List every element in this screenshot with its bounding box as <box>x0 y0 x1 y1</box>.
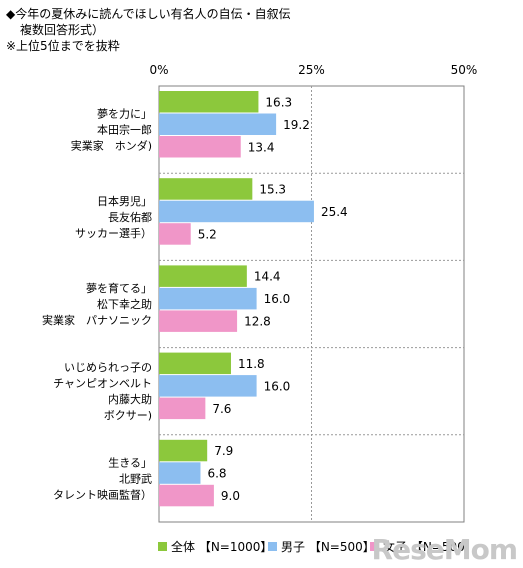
legend-swatch-all <box>158 542 167 551</box>
bar <box>159 439 208 462</box>
data-label: 15.3 <box>259 182 286 196</box>
legend-item-all: 全体 【N=1000】 <box>158 538 272 555</box>
legend-label-boys: 男子 【N=500】 <box>281 540 375 554</box>
category-label: 本田宗一郎 <box>97 123 152 137</box>
category-label: 生きる」 <box>108 455 152 469</box>
category-label: いじめられっ子の <box>64 361 152 374</box>
chart-note: ※上位5位までを抜粋 <box>6 39 120 53</box>
category-label: 内藤大助 <box>108 392 152 406</box>
x-tick-label: 50% <box>451 63 478 77</box>
category-label: 松下幸之助 <box>97 297 152 311</box>
data-label: 6.8 <box>207 467 226 481</box>
data-label: 16.0 <box>264 292 291 306</box>
bar <box>159 113 277 135</box>
data-label: 25.4 <box>321 205 348 219</box>
bar <box>159 178 253 200</box>
category-label: チャンピオンベルト <box>53 377 152 390</box>
data-label: 14.4 <box>254 270 281 284</box>
data-label: 7.6 <box>212 402 231 416</box>
x-tick-label: 0% <box>149 63 168 77</box>
chart-title-block: ◆今年の夏休みに読んでほしい有名人の自伝・自叙伝 複数回答形式） ※上位5位まで… <box>6 6 291 54</box>
data-label: 9.0 <box>221 489 240 503</box>
category-label: 長友佑都 <box>108 210 152 224</box>
data-label: 12.8 <box>244 315 271 329</box>
bar <box>159 375 257 397</box>
category-label: ボクサー) <box>104 409 152 422</box>
category-label: 夢を育てる」 <box>86 281 152 295</box>
bar <box>159 91 259 113</box>
legend-label-girls: 女子 【N=500】 <box>383 540 477 554</box>
bar <box>159 310 238 332</box>
resemom-watermark-logo: ReseMom <box>371 533 518 566</box>
chart-title: ◆今年の夏休みに読んでほしい有名人の自伝・自叙伝 <box>6 7 291 21</box>
category-label: サッカー選手） <box>75 226 152 240</box>
bar <box>159 287 257 310</box>
category-label: 実業家 パナソニック <box>42 313 152 327</box>
category-label: タレント映画監督） <box>53 487 152 501</box>
legend-swatch-girls <box>370 542 379 551</box>
category-label: 実業家 ホンダ) <box>71 139 152 153</box>
bar <box>159 136 241 158</box>
legend-item-girls: 女子 【N=500】 <box>370 538 477 555</box>
bar <box>159 200 314 223</box>
category-label: 夢を力に」 <box>97 108 152 121</box>
x-tick-label: 25% <box>298 63 325 77</box>
data-label: 16.3 <box>265 95 292 109</box>
bar <box>159 352 231 375</box>
legend-swatch-boys <box>268 542 277 551</box>
data-label: 7.9 <box>214 444 233 458</box>
bar <box>159 462 201 484</box>
category-label: 日本男児」 <box>97 194 152 208</box>
data-label: 13.4 <box>248 140 275 154</box>
bar <box>159 397 206 420</box>
category-label: 北野武 <box>119 472 152 485</box>
data-label: 11.8 <box>238 357 265 371</box>
chart-subtitle: 複数回答形式） <box>20 23 105 37</box>
data-label: 19.2 <box>283 118 310 132</box>
data-label: 16.0 <box>264 379 291 393</box>
bar <box>159 265 247 287</box>
bar <box>159 223 191 245</box>
legend-label-all: 全体 【N=1000】 <box>171 540 273 554</box>
data-label: 5.2 <box>198 227 217 241</box>
bar <box>159 484 214 507</box>
legend-item-boys: 男子 【N=500】 <box>268 538 375 555</box>
